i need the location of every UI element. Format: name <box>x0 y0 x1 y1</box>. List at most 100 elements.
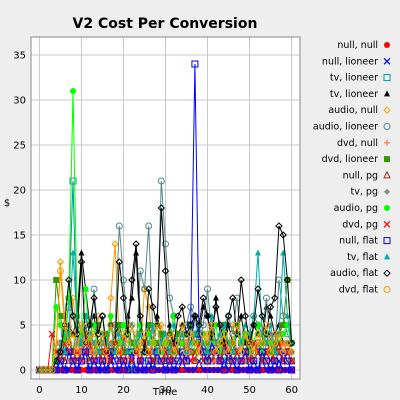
data-point <box>175 331 182 337</box>
y-tick-label: 30 <box>13 96 26 107</box>
data-point <box>212 303 220 311</box>
data-point <box>73 348 81 356</box>
data-point <box>237 276 245 284</box>
data-point <box>111 357 119 365</box>
data-point <box>275 330 283 338</box>
data-point <box>140 285 148 293</box>
data-point <box>149 339 157 347</box>
data-point <box>199 294 208 302</box>
legend-label: tv, flat <box>347 252 378 263</box>
data-point <box>56 348 65 356</box>
data-point <box>283 357 291 365</box>
data-point <box>35 366 43 374</box>
legend-marker <box>384 90 390 97</box>
data-point <box>115 348 123 356</box>
legend-label: audio, pg <box>334 203 378 214</box>
data-point <box>204 357 212 365</box>
data-point <box>128 366 136 374</box>
data-point <box>170 321 177 328</box>
data-point <box>94 339 102 347</box>
data-point <box>111 339 119 347</box>
data-point <box>103 366 111 374</box>
data-point <box>56 258 65 266</box>
data-point <box>195 348 203 356</box>
legend-marker <box>383 170 391 179</box>
data-point <box>57 313 64 319</box>
data-point <box>115 222 123 230</box>
data-point <box>145 222 153 230</box>
data-point <box>107 321 115 329</box>
data-point <box>103 331 110 337</box>
data-point <box>212 348 220 356</box>
data-point <box>254 249 261 256</box>
data-point <box>178 357 186 365</box>
data-point <box>267 348 275 356</box>
data-point <box>48 330 56 338</box>
series-group <box>35 60 296 374</box>
data-point <box>116 322 123 328</box>
data-point <box>220 366 228 374</box>
data-point <box>191 312 199 320</box>
data-point <box>229 357 237 365</box>
data-point <box>233 366 241 374</box>
data-point <box>279 231 287 239</box>
data-point <box>254 366 262 374</box>
data-point <box>204 285 212 293</box>
data-point <box>284 312 291 319</box>
data-point <box>107 294 115 302</box>
legend-label: null, flat <box>339 236 378 247</box>
data-point <box>154 340 161 346</box>
data-point <box>187 321 195 329</box>
data-point <box>288 348 296 356</box>
data-point <box>48 366 56 374</box>
data-point <box>287 339 296 347</box>
data-point <box>262 321 270 329</box>
data-point <box>166 330 174 338</box>
data-point <box>161 267 170 275</box>
legend-label: audio, null <box>328 105 378 116</box>
chart-title: V2 Cost Per Conversion <box>73 16 258 32</box>
legend-marker <box>383 269 391 277</box>
data-point <box>70 88 77 94</box>
data-point <box>124 366 132 374</box>
data-point <box>86 330 94 338</box>
x-tick-label: 20 <box>117 385 130 396</box>
data-point <box>283 276 292 284</box>
data-point <box>166 357 174 365</box>
data-point <box>246 339 254 347</box>
data-point <box>254 330 262 338</box>
data-point <box>53 277 60 283</box>
data-point <box>82 339 90 347</box>
data-point <box>145 366 153 374</box>
data-point <box>250 321 258 329</box>
data-point <box>288 366 296 374</box>
data-point <box>191 356 199 364</box>
x-tick-label: 0 <box>36 385 42 396</box>
data-point <box>82 286 89 292</box>
series-line <box>39 270 293 371</box>
data-point <box>216 339 224 347</box>
y-tick-label: 5 <box>20 321 26 332</box>
data-point <box>241 330 249 338</box>
data-point <box>69 357 77 365</box>
data-point <box>77 357 85 365</box>
data-point <box>157 348 165 356</box>
data-point <box>98 330 106 338</box>
data-point <box>40 366 48 374</box>
data-point <box>258 348 266 356</box>
data-point <box>120 322 127 328</box>
data-point <box>128 340 135 346</box>
data-point <box>162 240 169 248</box>
x-tick-label: 50 <box>243 385 256 396</box>
data-point <box>271 294 279 302</box>
data-point <box>145 348 153 356</box>
data-point <box>158 331 165 337</box>
data-point <box>216 357 224 365</box>
data-point <box>275 366 283 374</box>
legend-marker <box>383 286 391 293</box>
data-point <box>229 294 237 302</box>
data-point <box>137 322 144 328</box>
legend-marker <box>383 220 391 228</box>
